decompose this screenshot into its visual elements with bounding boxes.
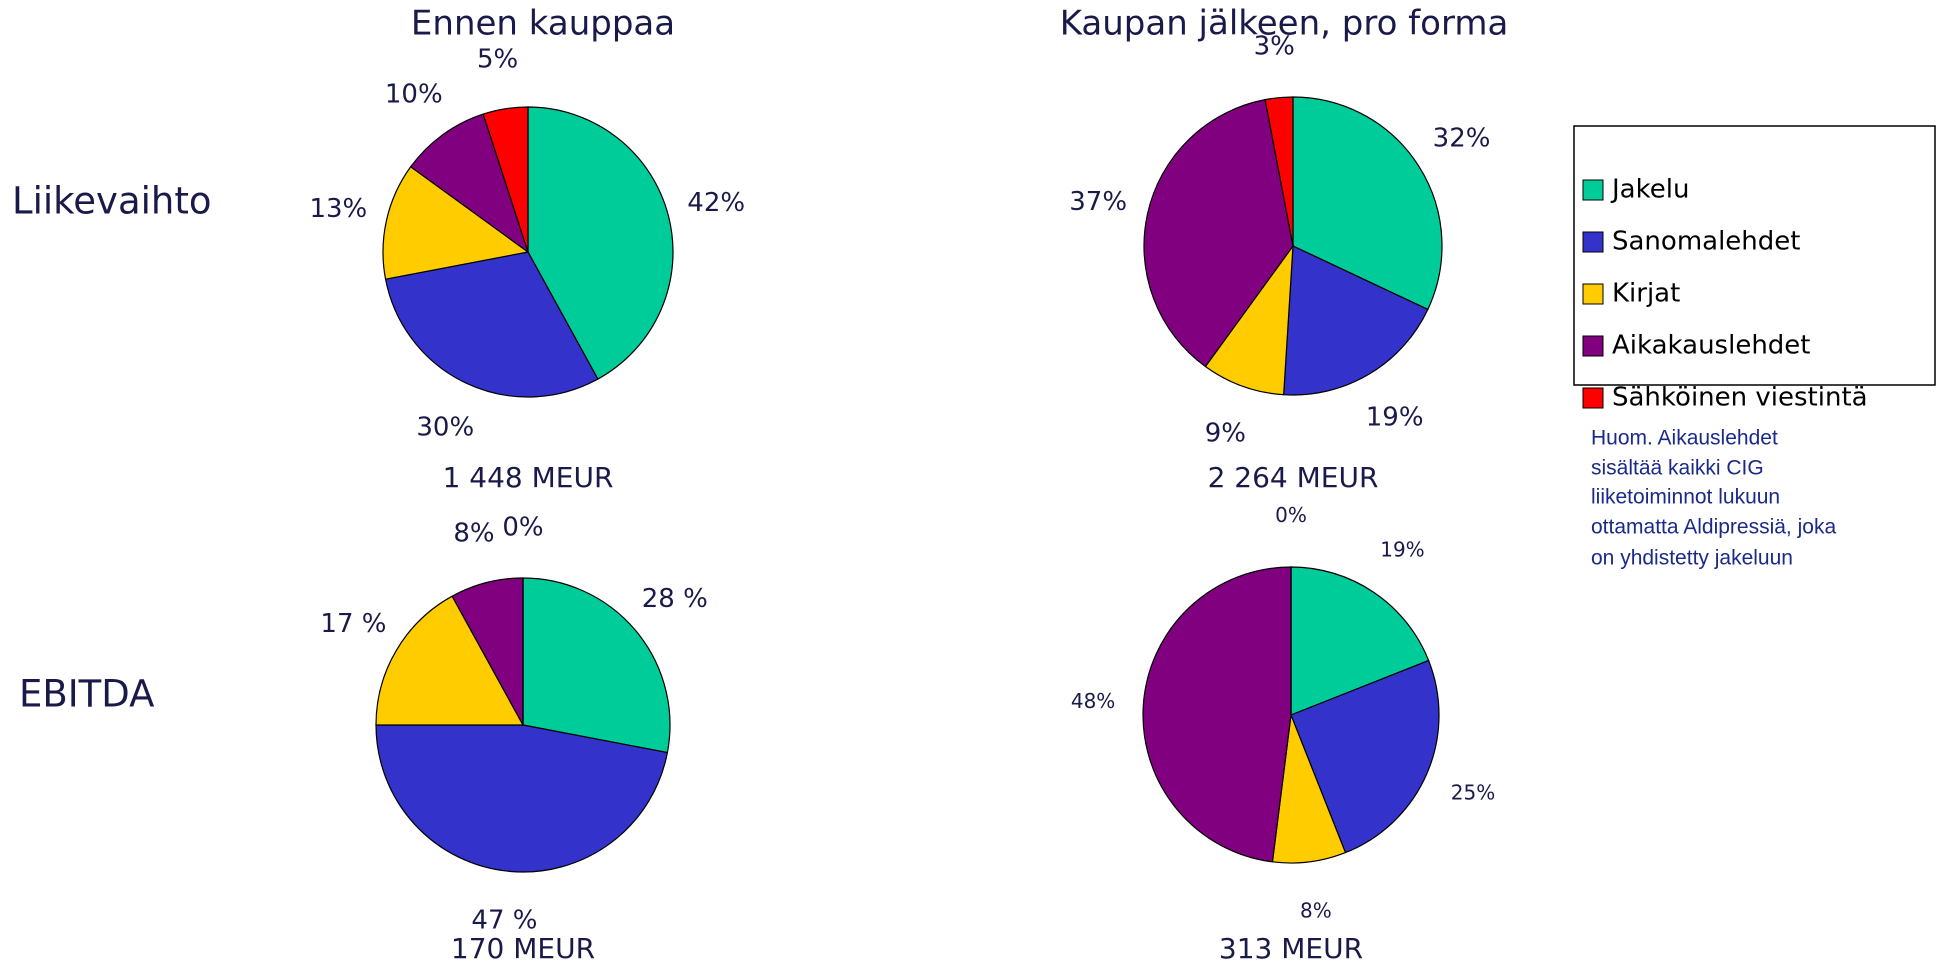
legend-label: Sanomalehdet (1612, 227, 1800, 257)
pie-slice (409, 113, 530, 254)
column-title: Kaupan jälkeen, pro forma (1060, 4, 1509, 44)
legend-label: Jakelu (1610, 175, 1689, 205)
slice-label: 8% (453, 519, 494, 549)
pie-slice (1283, 245, 1429, 396)
note-line: on yhdistetty jakeluun (1591, 547, 1793, 570)
note-line: liiketoiminnot lukuun (1591, 486, 1780, 509)
legend-swatch (1582, 179, 1604, 201)
legend-swatch (1582, 231, 1604, 253)
legend-box (1573, 125, 1936, 386)
slice-label: 13% (309, 194, 367, 224)
slice-label: 28 % (642, 584, 708, 614)
pie-slice (527, 106, 674, 380)
pie-slice (482, 106, 529, 253)
slice-label: 42% (687, 188, 745, 218)
pie-slice (1290, 566, 1430, 716)
slice-label: 3% (1254, 32, 1295, 62)
legend-label: Kirjat (1612, 279, 1680, 309)
slice-label: 19% (1380, 537, 1424, 561)
pie-slice (1143, 98, 1294, 368)
note-line: Huom. Aikauslehdet (1591, 427, 1778, 450)
legend-swatch (1582, 387, 1604, 409)
slice-label: 32% (1433, 124, 1491, 154)
slice-label: 9% (1205, 418, 1246, 448)
slice-label: 37% (1069, 187, 1127, 217)
slice-label: 48% (1071, 689, 1115, 713)
pie-slice (1264, 96, 1294, 247)
slice-label: 10% (385, 79, 443, 109)
pie-slice (384, 251, 599, 398)
slice-label: 5% (477, 45, 518, 75)
slice-label: 17 % (320, 609, 386, 639)
pie-slice (382, 165, 530, 280)
chart-subtitle: 1 448 MEUR (443, 461, 614, 494)
legend-label: Sähköinen viestintä (1612, 383, 1868, 413)
chart-subtitle: 2 264 MEUR (1208, 461, 1379, 494)
row-label: EBITDA (19, 673, 154, 716)
slice-label: 25% (1451, 780, 1495, 804)
slice-label: 0% (502, 513, 543, 543)
pie-slice (1292, 96, 1443, 311)
note-line: sisältää kaikki CIG (1591, 457, 1764, 480)
pie-slice (522, 577, 671, 754)
slice-label: 19% (1366, 402, 1424, 432)
pie-slice (1204, 243, 1294, 396)
column-title: Ennen kauppaa (411, 4, 675, 44)
pie-slice (375, 595, 525, 726)
chart-subtitle: 170 MEUR (451, 932, 595, 965)
row-label: Liikevaihto (12, 180, 212, 223)
pie-slice (375, 724, 669, 873)
legend-swatch (1582, 283, 1604, 305)
chart-subtitle: 313 MEUR (1219, 932, 1363, 965)
legend-label: Aikakauslehdet (1612, 331, 1811, 361)
slice-label: 47 % (471, 906, 537, 936)
slice-label: 0% (1275, 503, 1307, 527)
slice-label: 30% (416, 412, 474, 442)
note-line: ottamatta Aldipressiä, joka (1591, 516, 1836, 539)
legend-swatch (1582, 335, 1604, 357)
pie-slice (1142, 566, 1292, 863)
pie-slice (1290, 659, 1440, 854)
slice-label: 8% (1300, 898, 1332, 922)
